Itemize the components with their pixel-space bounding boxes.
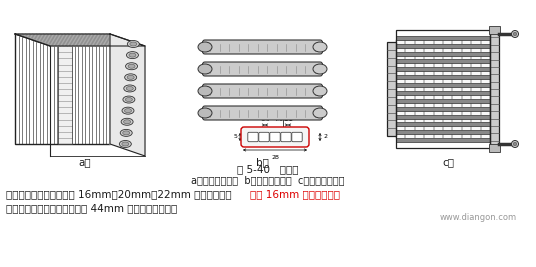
Text: 效果，大致相当于相同面积的 44mm 原管带式冷凝器。: 效果，大致相当于相同面积的 44mm 原管带式冷凝器。 xyxy=(6,203,177,213)
Bar xyxy=(396,44,490,48)
Bar xyxy=(396,40,490,44)
Bar xyxy=(396,122,490,126)
Text: a）: a） xyxy=(79,157,91,167)
Text: c）: c） xyxy=(442,157,454,167)
Ellipse shape xyxy=(198,108,212,118)
Ellipse shape xyxy=(130,42,137,46)
Polygon shape xyxy=(110,34,145,156)
Bar xyxy=(396,130,490,134)
Text: 1.2: 1.2 xyxy=(283,117,293,122)
FancyBboxPatch shape xyxy=(203,106,323,120)
Bar xyxy=(396,111,490,115)
Text: 2: 2 xyxy=(324,135,328,139)
Polygon shape xyxy=(15,34,145,46)
Bar xyxy=(396,126,490,130)
Text: 5: 5 xyxy=(233,135,237,139)
Ellipse shape xyxy=(123,131,130,135)
Ellipse shape xyxy=(122,107,134,114)
Bar xyxy=(396,71,490,75)
Bar xyxy=(396,95,490,99)
Bar xyxy=(396,60,490,64)
Ellipse shape xyxy=(313,108,327,118)
FancyBboxPatch shape xyxy=(248,132,258,142)
Ellipse shape xyxy=(513,32,517,36)
Ellipse shape xyxy=(125,97,132,101)
Bar xyxy=(396,138,490,142)
Text: 5.1: 5.1 xyxy=(283,117,293,122)
Bar xyxy=(58,34,72,144)
Ellipse shape xyxy=(121,118,133,125)
Bar xyxy=(396,75,490,79)
Text: 1.0: 1.0 xyxy=(260,117,270,122)
Ellipse shape xyxy=(511,30,518,37)
Text: 28: 28 xyxy=(271,155,279,160)
Ellipse shape xyxy=(198,86,212,96)
Ellipse shape xyxy=(126,87,133,91)
FancyBboxPatch shape xyxy=(203,62,323,76)
Ellipse shape xyxy=(122,142,129,146)
Ellipse shape xyxy=(127,75,134,79)
Text: 4.1: 4.1 xyxy=(274,117,284,122)
Text: 图 5-40   冷凝器: 图 5-40 冷凝器 xyxy=(237,164,299,174)
Text: 平行流冷凝器厚度系列有 16mm、20mm、22mm 等多种规格，: 平行流冷凝器厚度系列有 16mm、20mm、22mm 等多种规格， xyxy=(6,189,232,199)
Bar xyxy=(396,107,490,111)
Bar xyxy=(58,34,72,144)
Bar xyxy=(396,30,490,148)
Ellipse shape xyxy=(125,63,138,70)
Ellipse shape xyxy=(198,64,212,74)
FancyBboxPatch shape xyxy=(270,132,280,142)
Bar xyxy=(396,79,490,83)
Bar xyxy=(396,99,490,103)
Bar xyxy=(396,119,490,122)
Ellipse shape xyxy=(313,42,327,52)
FancyBboxPatch shape xyxy=(203,40,323,54)
Bar xyxy=(396,103,490,107)
Ellipse shape xyxy=(313,86,327,96)
Bar xyxy=(396,56,490,60)
Bar xyxy=(396,134,490,138)
Bar xyxy=(490,30,499,148)
Ellipse shape xyxy=(123,96,135,103)
FancyBboxPatch shape xyxy=(259,132,269,142)
Ellipse shape xyxy=(124,120,131,124)
Bar xyxy=(396,64,490,67)
FancyBboxPatch shape xyxy=(281,132,291,142)
Text: www.diangon.com: www.diangon.com xyxy=(440,213,517,222)
Bar xyxy=(396,115,490,119)
Ellipse shape xyxy=(313,64,327,74)
Bar xyxy=(489,26,500,34)
Ellipse shape xyxy=(120,140,131,147)
Bar xyxy=(396,91,490,95)
Ellipse shape xyxy=(511,140,518,147)
FancyBboxPatch shape xyxy=(241,127,309,147)
Ellipse shape xyxy=(513,142,517,146)
Ellipse shape xyxy=(126,52,138,59)
Text: b）: b） xyxy=(256,157,269,167)
Ellipse shape xyxy=(128,64,135,68)
Ellipse shape xyxy=(124,85,136,92)
Text: a）管片式冷凝器  b）管带式冷凝器  c）平行流冷凝器: a）管片式冷凝器 b）管带式冷凝器 c）平行流冷凝器 xyxy=(191,175,345,185)
Ellipse shape xyxy=(124,109,131,113)
Ellipse shape xyxy=(120,129,132,136)
Bar xyxy=(396,36,490,40)
Bar xyxy=(489,144,500,152)
Text: 一般 16mm 平行流冷凝器: 一般 16mm 平行流冷凝器 xyxy=(250,189,340,199)
Ellipse shape xyxy=(198,42,212,52)
FancyBboxPatch shape xyxy=(203,84,323,98)
Bar xyxy=(396,67,490,71)
Ellipse shape xyxy=(128,41,139,48)
Bar xyxy=(396,87,490,91)
Ellipse shape xyxy=(125,74,137,81)
Bar xyxy=(15,34,110,144)
Ellipse shape xyxy=(129,53,136,57)
Bar xyxy=(396,52,490,56)
Bar xyxy=(387,42,396,136)
Bar xyxy=(396,83,490,87)
Bar xyxy=(396,48,490,52)
FancyBboxPatch shape xyxy=(292,132,302,142)
